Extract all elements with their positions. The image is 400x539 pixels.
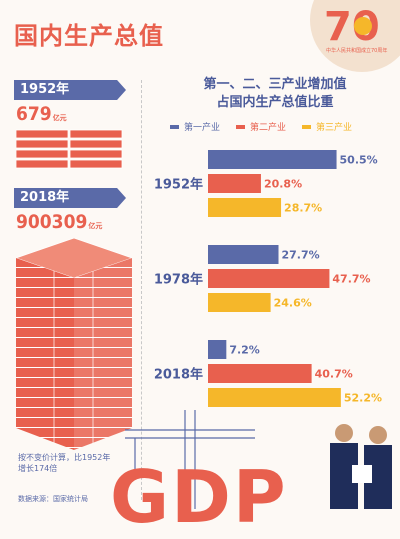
bar-2-3 [208,293,271,312]
category-label-3: 2018年 [154,367,203,383]
bar-label-2-1: 27.7% [282,249,320,262]
bar-label-1-1: 50.5% [340,154,378,167]
bar-label-3-3: 52.2% [344,392,382,405]
bar-label-2-3: 24.6% [274,297,312,310]
gdp-2018-value: 900309 [16,211,88,233]
bar-label-3-1: 7.2% [229,344,260,357]
page-title: 国内生产总值 [14,22,164,50]
coin-stack-small [16,129,123,169]
gdp-decorative-text: GDP [110,455,288,539]
growth-note: 按不变价计算，比1952年 增长174倍 [18,453,111,473]
businessmen-illustration [330,424,392,509]
category-label-1: 1952年 [154,177,203,193]
bar-2-1 [208,245,279,264]
bar-3-1 [208,340,227,359]
legend-item-3: 第三产业 [302,120,352,133]
industry-share-chart: 1952年 50.5% 20.8% 28.7% 1978年 27.7% 47.7% 24.6%… [154,150,382,407]
gdp-2018-unit: 亿元 [88,222,103,230]
legend-swatch-2 [236,124,246,129]
bar-3-2 [208,364,312,383]
gdp-1952-unit: 亿元 [52,114,67,122]
legend-label-3: 第三产业 [316,123,353,133]
year-2018-banner: 2018年 [14,188,126,208]
crane-illustration [125,410,255,509]
bar-label-2-2: 47.7% [332,273,370,286]
bar-2-2 [208,269,330,288]
bar-1-2 [208,174,261,193]
legend-swatch-1 [170,124,179,129]
gdp-1952-amount: 679亿元 [16,103,67,125]
70-anniversary-logo: 70 中华人民共和国成立70周年 [310,0,400,72]
bar-1-3 [208,198,282,217]
category-label-2: 1978年 [154,272,203,288]
chart-title: 第一、二、三产业增加值 占国内生产总值比重 [203,77,347,110]
legend-item-2: 第二产业 [236,120,286,133]
coin-stack-large [16,238,132,450]
gdp-1952-value: 679 [16,103,52,125]
bar-label-3-2: 40.7% [315,368,353,381]
data-source: 数据来源：国家统计局 [18,495,88,503]
legend-label-1: 第一产业 [184,123,221,133]
bar-1-1 [208,150,337,169]
legend-swatch-3 [302,124,312,129]
divider [141,80,142,500]
year-1952-banner: 1952年 [14,80,126,100]
legend-label-2: 第二产业 [250,123,287,133]
gdp-2018-amount: 900309亿元 [16,211,102,233]
bar-label-1-3: 28.7% [284,202,322,215]
legend-item-1: 第一产业 [170,120,220,133]
bar-3-3 [208,388,341,407]
chart-legend: 第一产业 第二产业 第三产业 [170,120,390,133]
bar-label-1-2: 20.8% [264,178,302,191]
logo-caption: 中华人民共和国成立70周年 [326,47,387,54]
